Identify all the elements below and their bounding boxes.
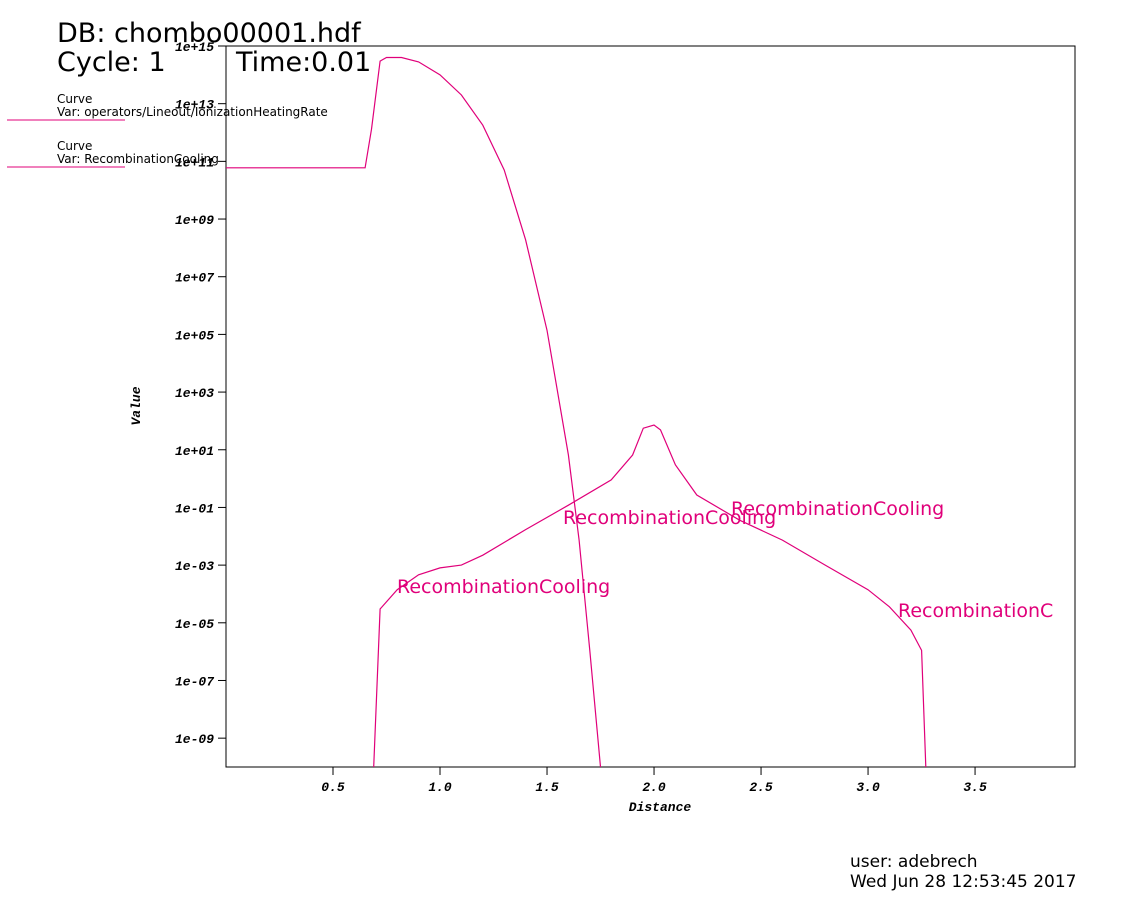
y-tick-label: 1e+15 xyxy=(175,40,214,55)
y-tick-label: 1e-01 xyxy=(175,501,214,516)
y-tick-label: 1e+05 xyxy=(175,328,214,343)
curve-label: RecombinationCooling xyxy=(397,576,610,598)
y-tick-label: 1e+01 xyxy=(175,444,214,459)
curve-label: RecombinationCooling xyxy=(563,507,776,529)
plot-frame xyxy=(225,45,1076,768)
curve xyxy=(373,424,927,767)
x-tick-label: 1.0 xyxy=(428,780,452,795)
y-tick-label: 1e+03 xyxy=(175,386,214,401)
y-tick-label: 1e-03 xyxy=(175,559,214,574)
x-tick-label: 3.0 xyxy=(856,780,880,795)
legend-kind: Curve xyxy=(57,139,92,153)
y-tick-label: 1e+07 xyxy=(175,271,214,286)
x-axis-label: Distance xyxy=(629,800,692,815)
curve-label: RecombinationC xyxy=(898,600,1053,622)
legend-kind: Curve xyxy=(57,92,92,106)
curve xyxy=(226,56,602,767)
plot-area xyxy=(226,56,927,767)
legend-name: Var: RecombinationCooling xyxy=(57,152,219,166)
x-tick-label: 1.5 xyxy=(535,780,559,795)
y-tick-label: 1e-05 xyxy=(175,617,214,632)
x-tick-label: 3.5 xyxy=(963,780,987,795)
x-tick-label: 2.0 xyxy=(642,780,666,795)
header-time: Time:0.01 xyxy=(235,47,371,78)
header-cycle: Cycle: 1 xyxy=(57,47,166,78)
y-tick-label: 1e+09 xyxy=(175,213,214,228)
header-db: DB: chombo00001.hdf xyxy=(57,18,362,49)
y-tick-label: 1e+11 xyxy=(175,155,214,170)
x-tick-label: 0.5 xyxy=(321,780,345,795)
footer-user: user: adebrech xyxy=(850,852,978,872)
curve-label: RecombinationCooling xyxy=(731,498,944,520)
x-tick-label: 2.5 xyxy=(749,780,773,795)
footer-date: Wed Jun 28 12:53:45 2017 xyxy=(850,872,1077,892)
y-tick-label: 1e-07 xyxy=(175,674,214,689)
legend-name: Var: operators/Lineout/IonizationHeating… xyxy=(57,105,328,119)
y-tick-label: 1e+13 xyxy=(175,98,214,113)
y-axis-label: Value xyxy=(129,386,144,425)
y-tick-label: 1e-09 xyxy=(175,732,214,747)
